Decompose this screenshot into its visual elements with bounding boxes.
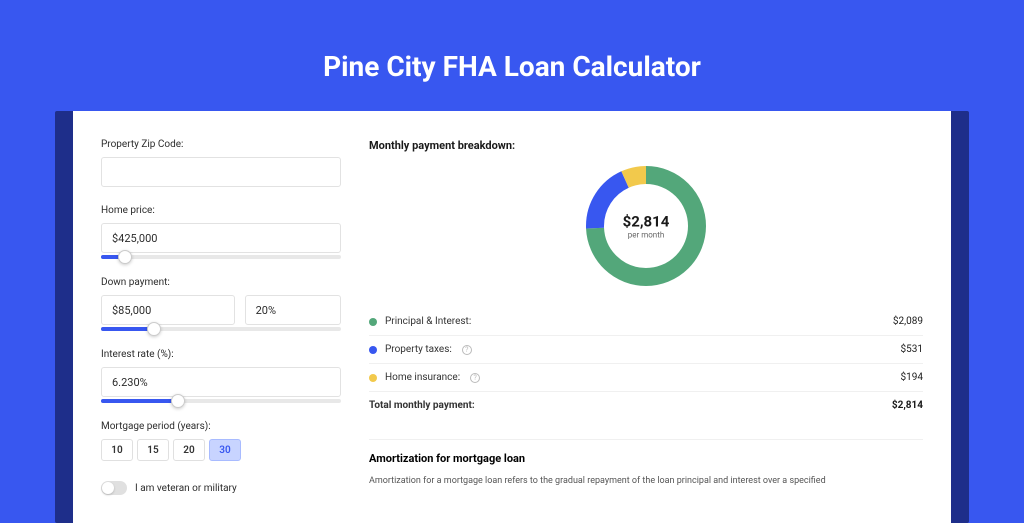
- down-payment-amount-input[interactable]: [101, 295, 235, 325]
- form-panel: Property Zip Code: Home price: Down paym…: [101, 139, 341, 495]
- period-button-15[interactable]: 15: [137, 439, 169, 461]
- legend-row-2: Home insurance:? $194: [369, 363, 923, 391]
- zip-label: Property Zip Code:: [101, 139, 341, 150]
- info-icon[interactable]: ?: [462, 345, 472, 355]
- amortization-title: Amortization for mortgage loan: [369, 439, 923, 465]
- interest-input[interactable]: [101, 367, 341, 397]
- donut-center-value: $2,814: [623, 213, 670, 231]
- home-price-slider[interactable]: [101, 255, 341, 259]
- legend-value: $531: [901, 344, 923, 355]
- breakdown-title: Monthly payment breakdown:: [369, 139, 923, 152]
- total-value: $2,814: [892, 400, 923, 411]
- down-payment-slider-thumb[interactable]: [147, 322, 161, 336]
- interest-slider-fill: [101, 399, 178, 403]
- legend-label: Principal & Interest:: [385, 316, 471, 327]
- period-button-30[interactable]: 30: [209, 439, 241, 461]
- legend-row-0: Principal & Interest: $2,089: [369, 308, 923, 335]
- breakdown-panel: Monthly payment breakdown: $2,814 per mo…: [369, 139, 923, 495]
- veteran-label: I am veteran or military: [135, 483, 237, 494]
- legend-dot: [369, 374, 377, 382]
- zip-input[interactable]: [101, 157, 341, 187]
- period-label: Mortgage period (years):: [101, 421, 341, 432]
- down-payment-label: Down payment:: [101, 277, 341, 288]
- info-icon[interactable]: ?: [470, 373, 480, 383]
- period-button-10[interactable]: 10: [101, 439, 133, 461]
- period-button-20[interactable]: 20: [173, 439, 205, 461]
- legend-dot: [369, 346, 377, 354]
- home-price-label: Home price:: [101, 205, 341, 216]
- calculator-card: Property Zip Code: Home price: Down paym…: [73, 111, 951, 523]
- legend-value: $194: [901, 372, 923, 383]
- interest-slider[interactable]: [101, 399, 341, 403]
- interest-label: Interest rate (%):: [101, 349, 341, 360]
- home-price-input[interactable]: [101, 223, 341, 253]
- veteran-toggle[interactable]: [101, 481, 127, 495]
- legend-label: Property taxes:: [385, 344, 452, 355]
- donut-chart: $2,814 per month: [586, 166, 706, 286]
- total-label: Total monthly payment:: [369, 400, 475, 411]
- legend-value: $2,089: [893, 316, 923, 327]
- down-payment-pct-input[interactable]: [245, 295, 341, 325]
- donut-center-sub: per month: [623, 231, 670, 240]
- legend: Principal & Interest: $2,089 Property taxe…: [369, 308, 923, 419]
- period-buttons: 10152030: [101, 439, 341, 461]
- page-title: Pine City FHA Loan Calculator: [55, 50, 969, 83]
- veteran-toggle-knob: [102, 482, 114, 494]
- legend-dot: [369, 318, 377, 326]
- home-price-slider-thumb[interactable]: [118, 250, 132, 264]
- down-payment-slider[interactable]: [101, 327, 341, 331]
- legend-total-row: Total monthly payment: $2,814: [369, 391, 923, 419]
- interest-slider-thumb[interactable]: [171, 394, 185, 408]
- legend-row-1: Property taxes:? $531: [369, 335, 923, 363]
- amortization-text: Amortization for a mortgage loan refers …: [369, 475, 923, 488]
- legend-label: Home insurance:: [385, 372, 460, 383]
